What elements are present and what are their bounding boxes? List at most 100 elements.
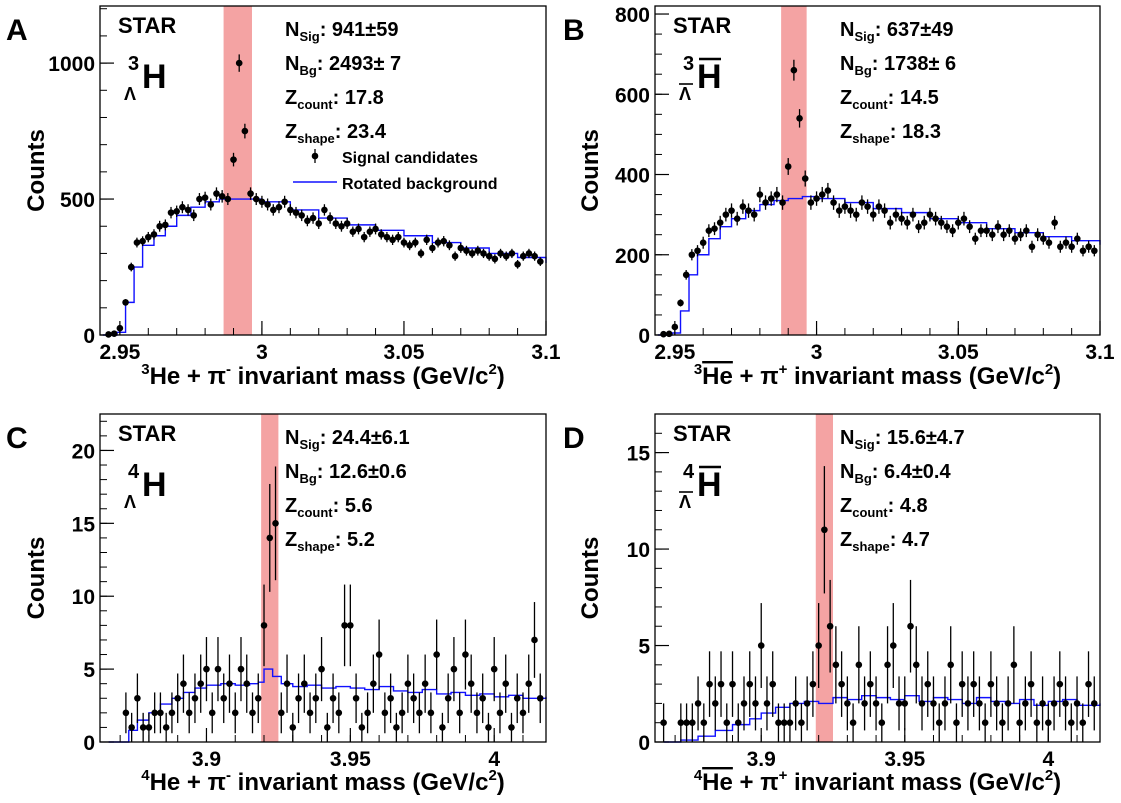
data-point [807, 195, 815, 210]
point-marker [966, 223, 973, 230]
data-point [1051, 215, 1058, 230]
point-marker [433, 651, 440, 658]
point-marker [826, 622, 834, 630]
data-point [404, 654, 412, 713]
x-tick-label: 3.05 [938, 341, 979, 364]
data-point [1079, 245, 1087, 257]
point-marker [235, 59, 243, 67]
point-marker [993, 700, 1000, 707]
data-point [1091, 245, 1098, 257]
data-point [918, 676, 926, 731]
data-point [728, 203, 735, 218]
point-marker [838, 680, 845, 688]
point-marker [903, 219, 911, 226]
point-marker [226, 680, 233, 687]
point-marker [756, 191, 764, 198]
point-marker [1068, 243, 1075, 251]
x-tick-label: 3.9 [192, 748, 221, 771]
point-marker [134, 694, 141, 702]
stat-subscript: Sig [854, 437, 874, 452]
point-marker [901, 700, 909, 707]
stat-line: NBg: 6.4±0.4 [840, 461, 951, 486]
data-point [999, 703, 1006, 742]
point-marker [912, 661, 920, 669]
point-marker [180, 680, 187, 687]
point-marker [832, 661, 840, 669]
hypernucleus-mass-number: 4 [128, 461, 140, 483]
point-marker [1033, 719, 1041, 727]
point-marker [878, 719, 886, 727]
data-point [920, 215, 928, 230]
data-point [208, 692, 216, 734]
stat-colon: : [335, 121, 347, 143]
point-marker [375, 651, 383, 658]
stat-subscript: shape [852, 539, 890, 554]
y-axis-label: Counts [577, 129, 604, 212]
point-marker [977, 227, 985, 234]
point-marker [254, 694, 262, 702]
stat-line: NSig: 637±49 [840, 19, 954, 44]
point-marker [318, 665, 325, 673]
point-marker [185, 709, 193, 717]
point-marker [190, 212, 198, 219]
data-point [277, 692, 285, 734]
data-point [231, 692, 239, 734]
data-point [473, 692, 481, 734]
data-point [513, 673, 521, 724]
point-marker [410, 694, 417, 702]
data-point [915, 220, 922, 234]
data-point [167, 206, 175, 219]
point-marker [536, 694, 544, 702]
data-point [1057, 240, 1064, 253]
point-marker [728, 207, 735, 214]
panel-letter: D [563, 422, 585, 455]
data-point [151, 692, 158, 734]
data-point [508, 248, 516, 259]
stat-symbol: N [285, 461, 299, 483]
data-point [456, 692, 463, 734]
data-point [932, 211, 939, 226]
point-marker [513, 694, 521, 702]
point-marker [383, 233, 391, 241]
data-point [446, 240, 453, 251]
data-point [168, 692, 176, 734]
data-point [886, 215, 894, 230]
data-point [490, 637, 498, 702]
data-point [531, 251, 538, 261]
point-marker [1045, 719, 1052, 727]
data-point [1068, 240, 1075, 253]
point-marker [197, 680, 205, 687]
point-marker [892, 211, 900, 218]
data-point [970, 651, 977, 717]
data-point [832, 626, 840, 704]
data-point [660, 703, 667, 742]
y-axis-label: Counts [577, 537, 604, 620]
x-axis-label: 3He + π+ invariant mass (GeV/c2) [694, 361, 1061, 390]
stat-value: 941±59 [332, 19, 399, 41]
data-point [841, 199, 849, 214]
stat-subscript: shape [297, 539, 335, 554]
data-point [110, 330, 118, 337]
point-marker [335, 709, 343, 717]
data-point [1040, 232, 1047, 245]
stat-colon: : [890, 121, 902, 143]
point-marker [1040, 235, 1047, 243]
point-marker [381, 709, 389, 717]
point-marker [844, 700, 851, 707]
data-point [287, 204, 294, 216]
data-point [750, 207, 758, 222]
data-point [213, 187, 220, 200]
data-point [861, 676, 868, 731]
point-marker [907, 622, 914, 630]
point-marker [468, 250, 476, 257]
data-point [133, 237, 141, 248]
stat-subscript: Sig [854, 29, 874, 44]
point-marker [324, 724, 331, 731]
stat-symbol: N [840, 427, 854, 449]
stat-symbol: Z [285, 87, 297, 109]
x-label-text: invariant mass (GeV/c [231, 769, 488, 796]
data-point [433, 619, 440, 690]
data-point [801, 170, 809, 187]
point-marker [473, 709, 481, 717]
